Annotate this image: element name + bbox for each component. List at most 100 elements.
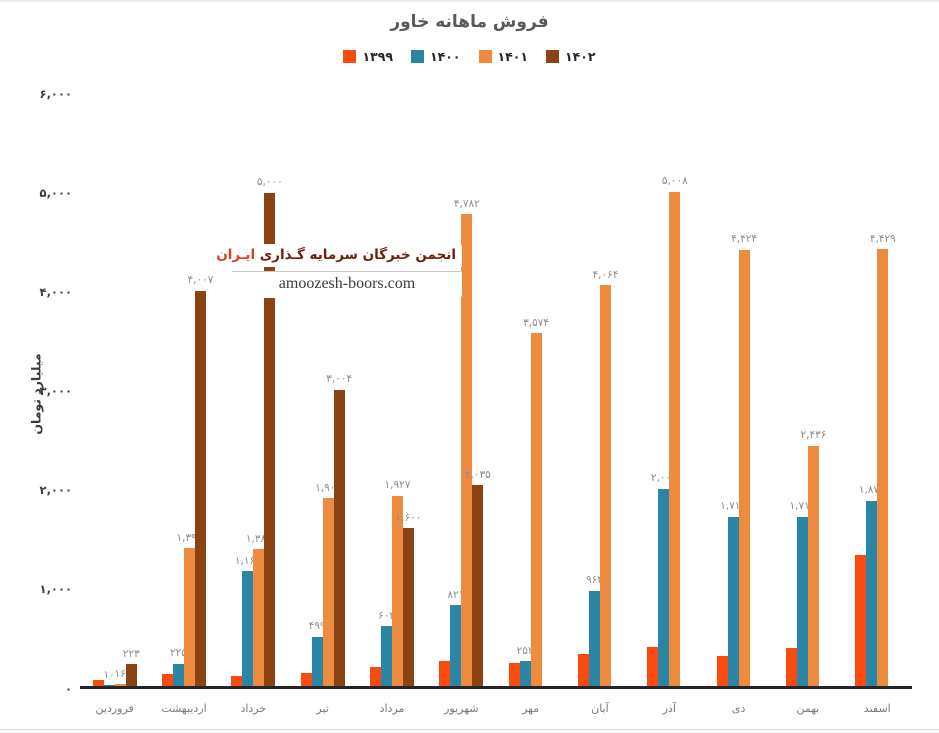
bar-label: ۲۲۳ [122,647,140,660]
bar-label: ۱۰ [103,668,115,681]
bar-group: ۹۶۴ ۴,۰۶۴ [565,94,634,686]
bar: ۱,۷۱۸ [789,501,815,686]
bar [300,673,312,686]
bar-label: ۴,۴۲۹ [869,232,896,245]
x-axis-label: اسفند [863,702,891,715]
legend: ۱۳۹۹ ۱۴۰۰ ۱۴۰۱ ۱۴۰۲ [0,49,939,64]
bar-label: ۲۵۲ [516,644,534,657]
bar [161,674,173,686]
bar: ۴,۷۸۲ [454,199,480,686]
bar-label: ۱,۹۲۷ [384,479,411,492]
bar: ۲۲۳ [123,648,140,686]
y-tick-label: ۶,۰۰۰ [39,86,72,101]
bar-label: ۳,۰۰۴ [326,373,353,386]
x-axis-label: اردیبهشت [161,702,207,715]
bar: ۸۲۱ [447,589,464,686]
bar-group: ۶۰۴ ۱,۹۲۷ ۱,۶۰۰ [357,94,426,686]
x-axis-label: تیر [316,702,329,715]
bar-label: ۲۲۵ [170,647,187,660]
bar-group: ۲۵۲ ۳,۵۷۴ [496,94,565,686]
x-axis-label: دی [731,702,746,715]
y-tick-label: ۱,۰۰۰ [39,582,72,597]
bar: ۱,۹۲۷ [385,480,410,686]
bar-group: ۱۰ ۱۶ ۲۲۳ [80,94,149,686]
bar [92,680,104,686]
legend-item-3: ۱۴۰۲ [546,49,596,64]
bar [647,646,659,686]
bar [231,676,243,686]
bar-label: ۱۶ [114,667,126,680]
bar-label: ۱,۱۶۴ [234,554,261,567]
bar-label: ۱,۳۸۷ [245,532,272,545]
bar [369,667,381,686]
bar-label: ۱,۸۷۸ [858,484,885,497]
bar [577,654,589,686]
bar: ۱۶ [115,669,126,686]
bar: ۱,۶۰۰ [396,513,421,686]
bar-label: ۴,۰۶۴ [592,268,619,281]
plot-area: ۱۰ ۱۶ ۲۲۳ ۲۲۵ ۱,۳۹۶ ۴,۰۰۷ ۱,۱۶۴ ۱,۳۸۷ ۵,۰۰۰ ۴۹۹ ۱,… [80,94,912,689]
legend-label: ۱۴۰۲ [565,49,596,64]
bottom-divider [0,729,939,730]
bar: ۴,۰۶۴ [593,270,618,686]
bar: ۹۶۴ [586,575,603,686]
bar: ۶۰۴ [378,611,395,686]
bar [785,647,797,686]
bar: ۲۵۲ [517,646,534,686]
bar: ۲,۰۰۰ [651,473,677,686]
bar: ۳,۰۰۴ [326,374,352,686]
watermark-title: انجمن خبرگان سرمایه گـذاری ایـران [216,244,462,267]
bar: ۱,۹۰۳ [315,483,341,686]
bar: ۳,۵۷۴ [523,318,549,686]
bar-label: ۱,۷۱۸ [720,500,747,512]
bar-label: ۹۶۴ [585,574,603,587]
bar: ۴,۴۲۹ [870,234,896,686]
legend-item-1: ۱۴۰۰ [410,49,461,64]
bar: ۱,۸۷۸ [859,485,885,686]
y-tick-label: ۵,۰۰۰ [39,185,72,200]
y-axis-title: میلیارد تومان [28,353,44,435]
bar: ۵,۰۰۸ [662,176,688,686]
legend-label: ۱۴۰۰ [429,49,461,64]
bar-label: ۴,۷۸۲ [453,197,480,210]
watermark-title-main: انجمن خبرگان سرمایه گـذاری [259,247,456,263]
bar: ۱,۷۱۸ [720,501,746,686]
x-axis-label: خرداد [240,702,267,715]
y-tick-label: ۳,۰۰۰ [39,383,72,398]
bar-group: ۴۹۹ ۱,۹۰۳ ۳,۰۰۴ [288,94,357,686]
bar: ۱۰ [104,670,115,686]
y-tick-label: ۲,۰۰۰ [39,482,72,497]
bar-label: ۸۲۱ [447,588,465,601]
y-tick-label: ۴,۰۰۰ [39,284,72,299]
y-tick-label: ۰ [64,681,72,696]
bar: ۲,۴۳۶ [800,430,826,686]
legend-swatch-icon [410,50,424,63]
y-axis-ticks: ۰ ۱,۰۰۰ ۲,۰۰۰ ۳,۰۰۰ ۴,۰۰۰ ۵,۰۰۰ ۶,۰۰۰ [0,88,72,694]
watermark: انجمن خبرگان سرمایه گـذاری ایـران amooze… [216,235,462,298]
bar: ۵,۰۰۰ [257,177,283,686]
bar: ۴,۴۲۴ [731,234,757,686]
x-axis-label: شهریور [444,702,479,715]
bar-label: ۱,۶۰۰ [395,511,422,524]
bar [716,656,728,686]
bar: ۲۲۵ [170,648,187,686]
bar-label: ۴۹۹ [308,620,326,633]
bar: ۲,۰۳۵ [465,470,491,686]
legend-item-2: ۱۴۰۱ [478,49,528,64]
bar-group: ۲۲۵ ۱,۳۹۶ ۴,۰۰۷ [149,94,218,686]
bar [508,662,520,686]
bar-label: ۴,۰۰۷ [187,274,214,287]
legend-swatch-icon [546,50,560,63]
x-axis-label: آبان [591,702,609,715]
bar-label: ۱,۹۰۳ [315,481,342,494]
bar [439,661,451,686]
bar-label: ۱,۷۱۸ [789,500,816,512]
x-axis-label: آذر [662,702,676,715]
bar-group: ۱,۸۷۸ ۴,۴۲۹ [843,94,912,686]
bar-group: ۱,۱۶۴ ۱,۳۸۷ ۵,۰۰۰ [219,94,288,686]
bar-group: ۱,۷۱۸ ۴,۴۲۴ [704,94,773,686]
bar-group: ۱,۷۱۸ ۲,۴۳۶ [773,94,842,686]
x-axis-label: بهمن [796,702,820,715]
x-axis-label: مهر [522,702,540,715]
x-axis-label: فروردین [95,702,134,715]
